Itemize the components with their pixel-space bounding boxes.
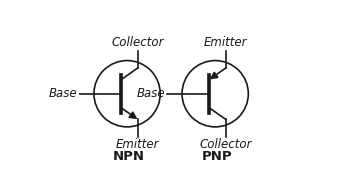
Text: Base: Base [48,87,77,100]
Text: Collector: Collector [111,36,164,49]
Text: Base: Base [136,87,165,100]
Text: Emitter: Emitter [116,138,159,152]
Text: Collector: Collector [199,138,252,152]
Text: Emitter: Emitter [204,36,247,49]
Text: PNP: PNP [202,150,232,163]
Text: NPN: NPN [113,150,145,163]
